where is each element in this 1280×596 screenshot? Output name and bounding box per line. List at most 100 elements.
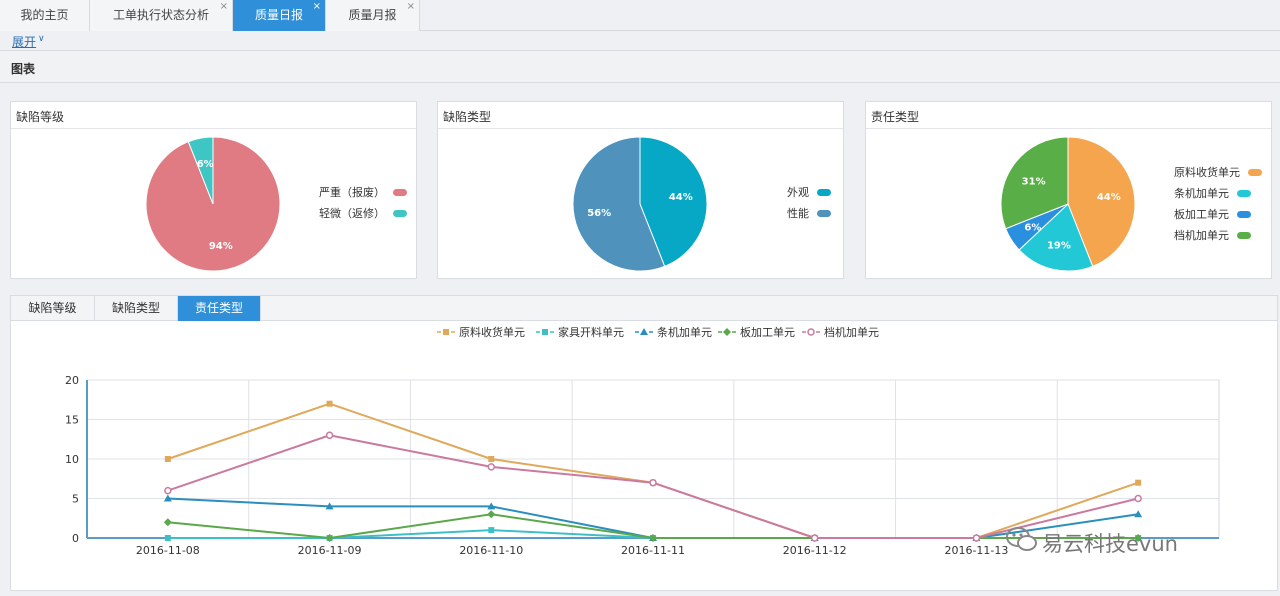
- panel-header: 缺陷类型: [438, 102, 843, 129]
- data-point[interactable]: [326, 400, 333, 407]
- pie-panel-responsibility-type: 责任类型 44% 原料收货单元 19% 条机加单元 6% 板加工单元 31% 档机加单元: [865, 101, 1272, 279]
- legend-swatch[interactable]: [1237, 211, 1251, 218]
- legend-marker[interactable]: [723, 328, 731, 336]
- legend-marker[interactable]: [542, 329, 548, 335]
- pie-slice-label: 6%: [1024, 222, 1041, 233]
- tab-3[interactable]: 质量月报 ×: [326, 0, 420, 31]
- pie-panel-defect-type: 缺陷类型 44% 外观 56% 性能: [437, 101, 844, 279]
- tab-defect-level[interactable]: 缺陷等级: [11, 296, 95, 321]
- legend-label: 性能: [787, 206, 809, 220]
- tab-label: 工单执行状态分析: [112, 8, 209, 22]
- data-point[interactable]: [649, 534, 657, 542]
- legend-label[interactable]: 原料收货单元: [459, 325, 525, 339]
- y-tick-label: 5: [72, 493, 79, 506]
- legend-label: 板加工单元: [1174, 207, 1229, 221]
- pie-slice-label: 31%: [1022, 177, 1046, 188]
- legend-label[interactable]: 条机加单元: [657, 325, 712, 339]
- series-line: [167, 434, 1139, 539]
- data-point[interactable]: [325, 431, 334, 440]
- tab-defect-type[interactable]: 缺陷类型: [95, 296, 178, 321]
- watermark-text: 易云科技evun: [1042, 532, 1178, 556]
- y-tick-label: 10: [65, 453, 79, 466]
- legend-swatch[interactable]: [817, 210, 831, 217]
- data-point[interactable]: [1134, 494, 1142, 503]
- pie-panel-defect-level: 缺陷等级 94% 严重（报废） 6% 轻微（返修）: [10, 101, 417, 279]
- chevron-down-icon[interactable]: ∨: [38, 34, 45, 44]
- legend-label: 严重（报废）: [319, 185, 385, 199]
- legend-swatch[interactable]: [817, 189, 831, 196]
- legend-swatch[interactable]: [1237, 190, 1251, 197]
- legend-label[interactable]: 家具开料单元: [558, 325, 624, 339]
- tab-label: 我的主页: [20, 8, 69, 22]
- legend-label[interactable]: 板加工单元: [740, 325, 795, 339]
- x-tick-label: 2016-11-11: [621, 544, 685, 557]
- tab-responsibility-type[interactable]: 责任类型: [178, 296, 261, 321]
- pie-slice[interactable]: [187, 136, 214, 205]
- legend-marker[interactable]: [807, 328, 815, 336]
- data-point[interactable]: [487, 463, 496, 471]
- pie-chart: 94% 严重（报废） 6% 轻微（返修）: [145, 136, 407, 272]
- data-point[interactable]: [1135, 479, 1142, 486]
- data-point[interactable]: [164, 456, 171, 462]
- legend-label: 档机加单元: [1174, 228, 1229, 242]
- tab-2[interactable]: 质量日报 ×: [233, 0, 326, 31]
- close-icon[interactable]: ×: [406, 1, 415, 12]
- data-point[interactable]: [163, 494, 172, 502]
- tab-label: 质量月报: [348, 8, 397, 22]
- data-point[interactable]: [1134, 510, 1143, 518]
- data-point[interactable]: [163, 518, 172, 527]
- data-point[interactable]: [810, 534, 819, 542]
- data-point[interactable]: [972, 534, 981, 542]
- pie-slice[interactable]: [639, 136, 708, 267]
- data-point[interactable]: [164, 486, 172, 495]
- legend-swatch[interactable]: [393, 210, 407, 217]
- data-point[interactable]: [487, 510, 496, 519]
- pie-chart: 44% 原料收货单元 19% 条机加单元 6% 板加工单元 31% 档机加单元: [1000, 136, 1262, 272]
- wechat-icon: [1006, 527, 1037, 551]
- legend-marker[interactable]: [443, 329, 449, 335]
- legend-label[interactable]: 档机加单元: [824, 325, 879, 339]
- legend-swatch[interactable]: [1237, 232, 1251, 239]
- data-point[interactable]: [487, 502, 496, 510]
- tab-bar: 我的主页 工单执行状态分析 × 质量日报 × 质量月报 ×: [0, 0, 1280, 31]
- panel-header: 缺陷等级: [11, 102, 416, 129]
- legend-label: 轻微（返修）: [319, 206, 385, 220]
- pie-slice-label: 44%: [669, 192, 693, 203]
- series-line: [167, 402, 1139, 539]
- legend-swatch[interactable]: [393, 189, 407, 196]
- legend-label: 外观: [787, 186, 809, 199]
- data-point[interactable]: [1134, 534, 1143, 542]
- data-point[interactable]: [164, 535, 171, 541]
- pie-slice-label: 6%: [197, 159, 214, 170]
- panel-title: 缺陷等级: [16, 110, 65, 124]
- pie-slice[interactable]: [572, 136, 666, 272]
- panel-title: 缺陷类型: [443, 110, 492, 124]
- tab-label: 质量日报: [254, 8, 303, 22]
- panel-header: 责任类型: [866, 102, 1271, 129]
- x-tick-label: 2016-11-13: [944, 544, 1008, 557]
- data-point[interactable]: [488, 456, 495, 462]
- close-icon[interactable]: ×: [219, 1, 228, 12]
- data-point[interactable]: [325, 502, 334, 510]
- trend-tab-bar: 缺陷等级 缺陷类型 责任类型: [11, 296, 1277, 321]
- watermark: 易云科技evun: [1004, 524, 1178, 558]
- legend-label: 条机加单元: [1174, 186, 1229, 200]
- x-tick-label: 2016-11-09: [298, 544, 362, 557]
- legend-swatch[interactable]: [1248, 169, 1262, 176]
- data-point[interactable]: [488, 527, 495, 534]
- data-point[interactable]: [649, 478, 657, 487]
- pie-slice[interactable]: [1067, 136, 1136, 267]
- expand-link[interactable]: 展开: [12, 35, 37, 49]
- pie-slice[interactable]: [1000, 136, 1069, 230]
- y-tick-label: 0: [72, 532, 79, 545]
- tab-0[interactable]: 我的主页: [0, 0, 90, 31]
- pie-slice[interactable]: [1018, 203, 1094, 272]
- x-tick-label: 2016-11-12: [783, 544, 847, 557]
- x-tick-label: 2016-11-08: [136, 544, 200, 557]
- section-title: 图表: [11, 62, 36, 76]
- pie-slice-label: 94%: [209, 241, 233, 252]
- legend-marker[interactable]: [640, 328, 648, 335]
- data-point[interactable]: [325, 534, 334, 542]
- close-icon[interactable]: ×: [312, 1, 321, 12]
- tab-1[interactable]: 工单执行状态分析 ×: [90, 0, 233, 31]
